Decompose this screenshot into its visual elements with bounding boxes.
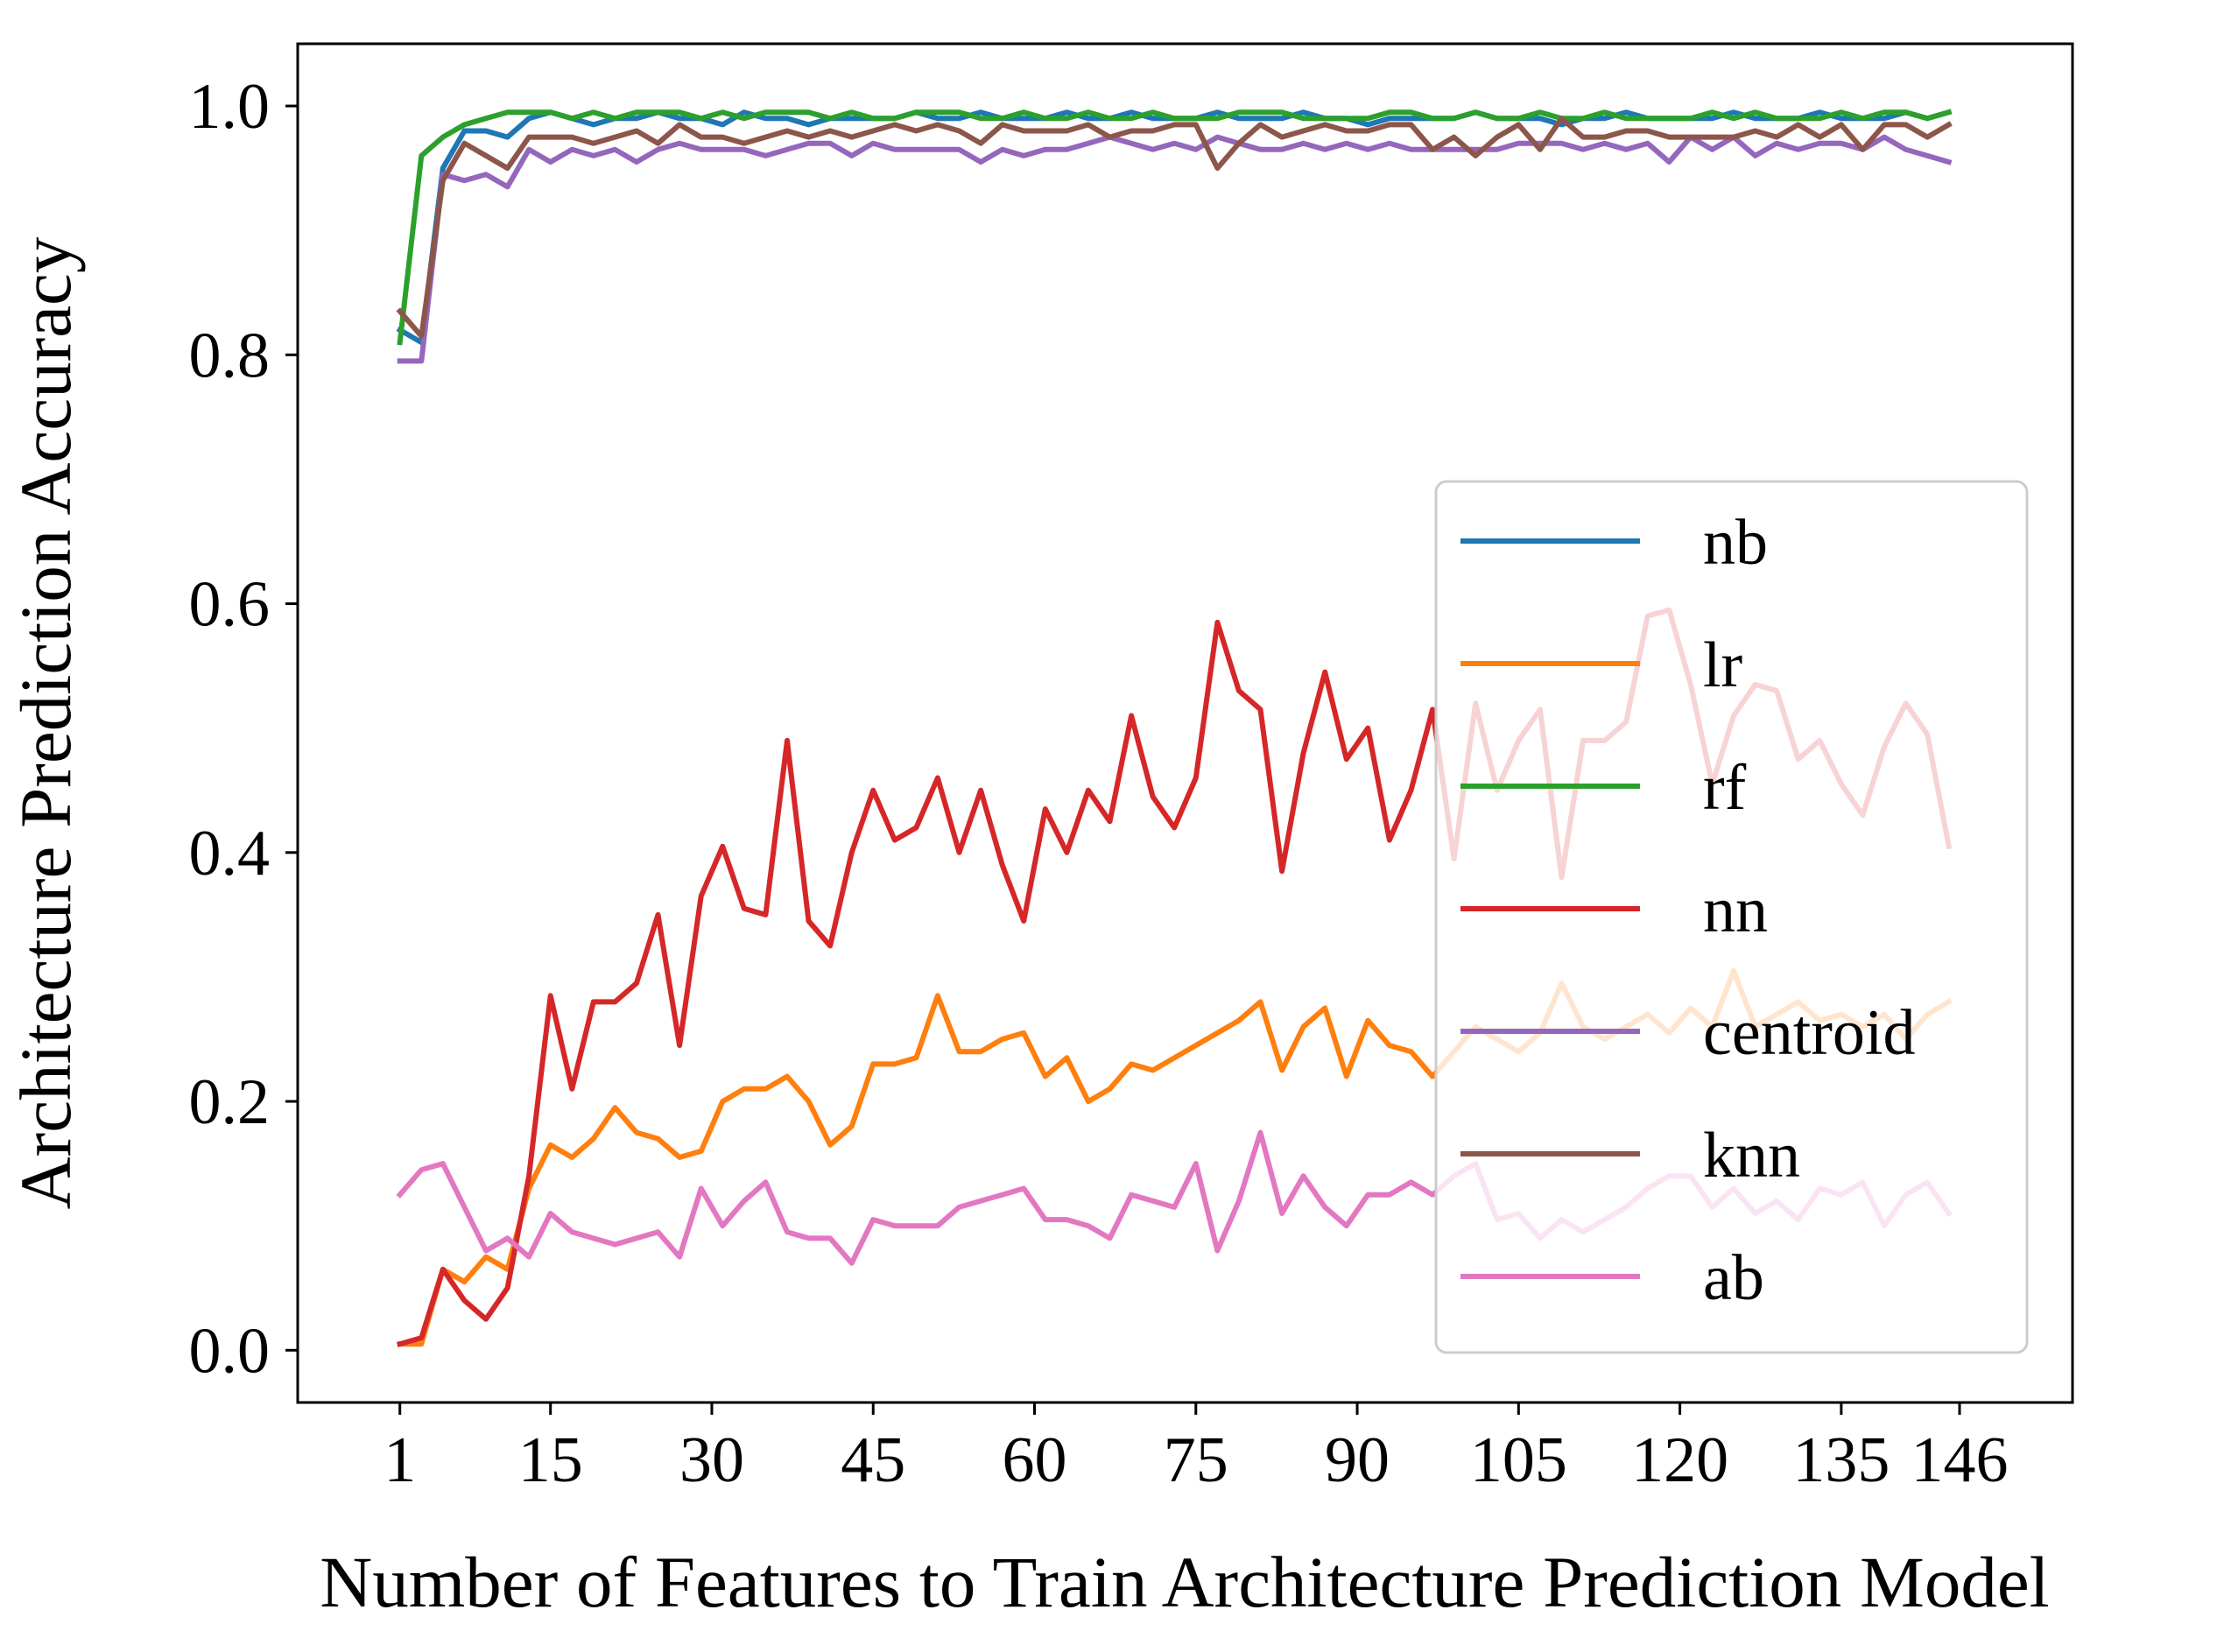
series-line-rf	[397, 109, 1953, 346]
y-axis: 0.0 0.2 0.4 0.6 0.8 1.0	[189, 71, 298, 1387]
x-tick-label: 105	[1470, 1424, 1567, 1496]
legend-label-rf: rf	[1703, 752, 1747, 824]
y-axis-label: Architecture Prediction Accuracy	[5, 236, 86, 1209]
x-axis: 1 15 30 45 60 75 90 105 120 135 146	[384, 1402, 2009, 1496]
x-tick-label: 60	[1003, 1424, 1067, 1496]
y-tick-label: 1.0	[189, 71, 271, 143]
plot-frame	[296, 42, 2074, 1404]
legend-box	[1434, 480, 2029, 1354]
legend-label-lr: lr	[1703, 629, 1742, 701]
y-tick-label: 0.0	[189, 1315, 271, 1387]
legend-label-ab: ab	[1703, 1242, 1764, 1314]
legend-label-nb: nb	[1703, 507, 1768, 579]
x-tick-label: 75	[1164, 1424, 1228, 1496]
x-tick-label: 15	[518, 1424, 583, 1496]
y-tick-label: 0.4	[189, 818, 271, 889]
legend-label-nn: nn	[1703, 875, 1768, 946]
x-tick-label: 135	[1792, 1424, 1890, 1496]
y-tick-label: 0.2	[189, 1066, 271, 1138]
x-tick-label: 45	[841, 1424, 905, 1496]
x-tick-label: 120	[1631, 1424, 1728, 1496]
legend-label-knn: knn	[1703, 1120, 1800, 1192]
legend-items: nb lr rf nn centroid knn ab	[1460, 507, 1915, 1314]
x-axis-label: Number of Features to Train Architecture…	[320, 1542, 2049, 1622]
legend-label-centroid: centroid	[1703, 997, 1915, 1069]
series-line-knn	[396, 116, 1953, 339]
legend: nb lr rf nn centroid knn ab	[1434, 480, 2029, 1354]
x-tick-label: 30	[679, 1424, 744, 1496]
x-tick-label: 90	[1325, 1424, 1390, 1496]
y-tick-label: 0.6	[189, 569, 271, 641]
y-tick-label: 0.8	[189, 320, 271, 391]
x-tick-label: 1	[384, 1424, 416, 1496]
x-tick-label: 146	[1911, 1424, 2009, 1496]
